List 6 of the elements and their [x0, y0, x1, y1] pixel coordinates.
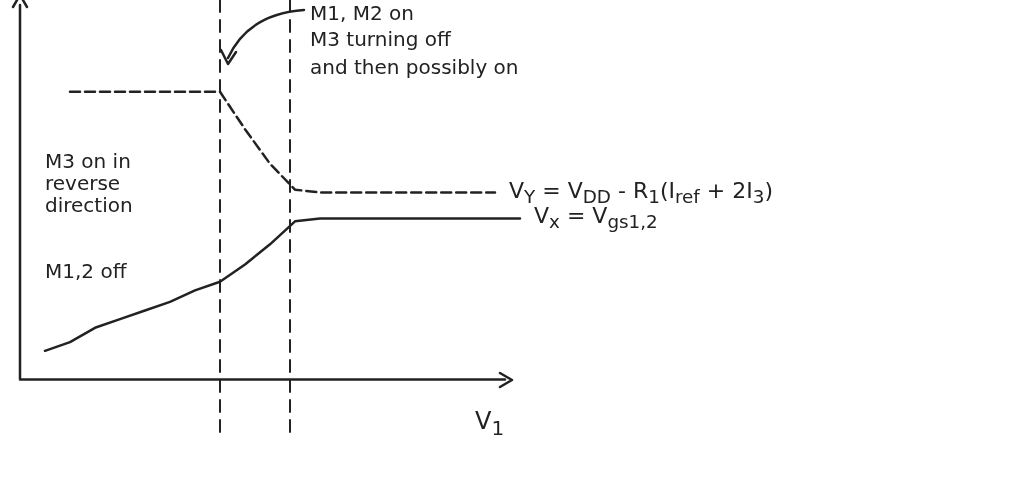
annotation: M1,2 off — [45, 259, 127, 283]
text: M3 turning off — [310, 27, 451, 51]
text: M1, M2 on — [310, 1, 414, 25]
text: and then possibly on — [310, 55, 519, 79]
x-axis-title: V$_{1}$ — [475, 406, 505, 440]
annotation: M3 on in reverse direction — [45, 149, 134, 217]
